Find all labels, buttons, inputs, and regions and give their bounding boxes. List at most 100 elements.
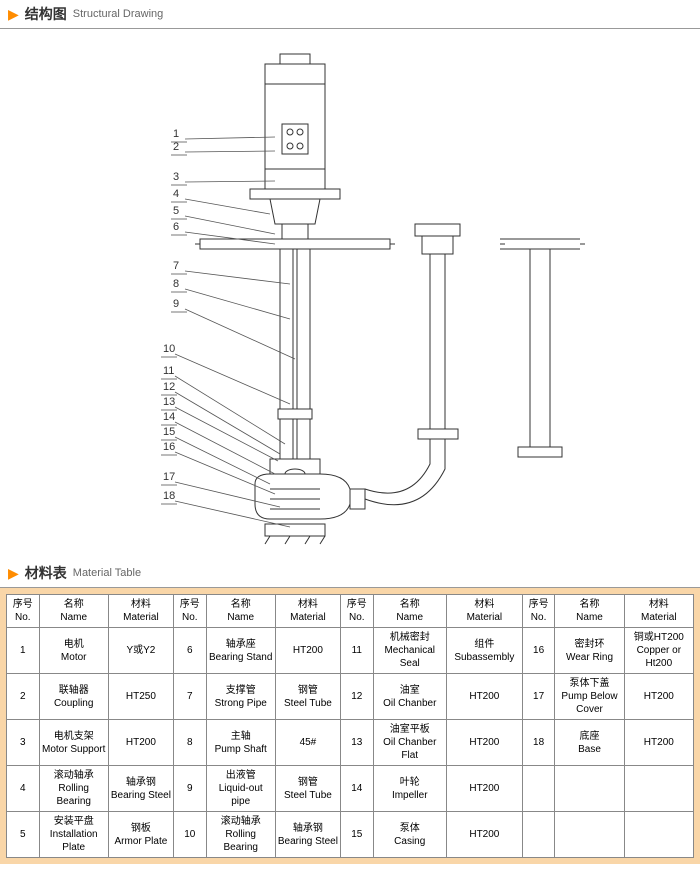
section1-title-en: Structural Drawing xyxy=(73,8,163,20)
table-cell: 4 xyxy=(7,766,40,812)
callout-9: 9 xyxy=(173,298,179,310)
table-header-cell: 名称Name xyxy=(206,595,275,628)
table-cell xyxy=(522,812,555,858)
table-header-cell: 材料Material xyxy=(624,595,693,628)
table-header-cell: 材料Material xyxy=(275,595,340,628)
table-cell: 组件Subassembly xyxy=(446,628,522,674)
table-header-cell: 名称Name xyxy=(555,595,624,628)
table-header-cell: 序号No. xyxy=(341,595,374,628)
table-cell: 8 xyxy=(174,720,207,766)
table-cell: 联轴器Coupling xyxy=(39,674,108,720)
table-cell: 钢板Armor Plate xyxy=(108,812,173,858)
table-cell: 2 xyxy=(7,674,40,720)
table-header-cell: 材料Material xyxy=(446,595,522,628)
callout-15: 15 xyxy=(163,426,175,438)
table-cell: 7 xyxy=(174,674,207,720)
callout-10: 10 xyxy=(163,343,175,355)
table-body: 1电机MotorY或Y26轴承座Bearing StandHT20011机械密封… xyxy=(7,628,694,858)
table-header-cell: 名称Name xyxy=(39,595,108,628)
table-cell xyxy=(522,766,555,812)
table-header-cell: 序号No. xyxy=(174,595,207,628)
table-cell: HT200 xyxy=(275,628,340,674)
material-table-wrap: 序号No.名称Name材料Material序号No.名称Name材料Materi… xyxy=(0,588,700,864)
structural-drawing: 123456789101112131415161718 xyxy=(0,29,700,559)
table-cell: 滚动轴承Rolling Bearing xyxy=(39,766,108,812)
callout-4: 4 xyxy=(173,188,179,200)
callout-17: 17 xyxy=(163,471,175,483)
callout-13: 13 xyxy=(163,396,175,408)
table-header-cell: 序号No. xyxy=(7,595,40,628)
table-cell: 支撑管Strong Pipe xyxy=(206,674,275,720)
table-cell: 1 xyxy=(7,628,40,674)
callout-12: 12 xyxy=(163,381,175,393)
callout-16: 16 xyxy=(163,441,175,453)
structural-drawing-header: ▶ 结构图 Structural Drawing xyxy=(0,0,700,29)
table-cell: 出液管Liquid-out pipe xyxy=(206,766,275,812)
table-cell: Y或Y2 xyxy=(108,628,173,674)
table-header-cell: 序号No. xyxy=(522,595,555,628)
table-cell xyxy=(555,812,624,858)
callout-7: 7 xyxy=(173,260,179,272)
callout-1: 1 xyxy=(173,128,179,140)
table-cell: 轴承钢Bearing Steel xyxy=(275,812,340,858)
table-header-cell: 名称Name xyxy=(373,595,446,628)
table-cell: 钢管Steel Tube xyxy=(275,674,340,720)
table-cell: 钢管Steel Tube xyxy=(275,766,340,812)
pump-diagram-svg xyxy=(0,29,700,559)
table-cell: 14 xyxy=(341,766,374,812)
table-cell xyxy=(624,812,693,858)
callout-6: 6 xyxy=(173,221,179,233)
callout-18: 18 xyxy=(163,490,175,502)
table-cell: HT200 xyxy=(446,674,522,720)
table-row: 1电机MotorY或Y26轴承座Bearing StandHT20011机械密封… xyxy=(7,628,694,674)
table-cell: 18 xyxy=(522,720,555,766)
table-cell: 机械密封Mechanical Seal xyxy=(373,628,446,674)
table-row: 5安装平盘Installation Plate钢板Armor Plate10滚动… xyxy=(7,812,694,858)
table-cell: HT250 xyxy=(108,674,173,720)
table-header-cell: 材料Material xyxy=(108,595,173,628)
section1-title-cn: 结构图 xyxy=(25,4,67,24)
table-cell: HT200 xyxy=(446,766,522,812)
table-cell: 电机Motor xyxy=(39,628,108,674)
table-cell: HT200 xyxy=(624,720,693,766)
table-cell: 17 xyxy=(522,674,555,720)
table-cell: 11 xyxy=(341,628,374,674)
table-cell: 电机支架Motor Support xyxy=(39,720,108,766)
table-cell: 6 xyxy=(174,628,207,674)
table-cell: HT200 xyxy=(108,720,173,766)
table-cell: 15 xyxy=(341,812,374,858)
arrow-icon: ▶ xyxy=(8,6,19,23)
table-cell: 9 xyxy=(174,766,207,812)
arrow-icon: ▶ xyxy=(8,565,19,582)
callout-5: 5 xyxy=(173,205,179,217)
table-cell: 底座Base xyxy=(555,720,624,766)
table-cell: 油室平板Oil Chanber Flat xyxy=(373,720,446,766)
callout-14: 14 xyxy=(163,411,175,423)
table-cell: 轴承座Bearing Stand xyxy=(206,628,275,674)
table-cell: 泵体Casing xyxy=(373,812,446,858)
table-cell: 叶轮Impeller xyxy=(373,766,446,812)
table-cell: 轴承钢Bearing Steel xyxy=(108,766,173,812)
table-cell: 滚动轴承Rolling Bearing xyxy=(206,812,275,858)
table-cell: 泵体下盖Pump Below Cover xyxy=(555,674,624,720)
table-cell: 铜或HT200Copper or Ht200 xyxy=(624,628,693,674)
table-cell: 12 xyxy=(341,674,374,720)
table-cell: 45# xyxy=(275,720,340,766)
table-cell: HT200 xyxy=(624,674,693,720)
table-cell: 13 xyxy=(341,720,374,766)
callout-11: 11 xyxy=(163,365,174,377)
table-row: 2联轴器CouplingHT2507支撑管Strong Pipe钢管Steel … xyxy=(7,674,694,720)
table-cell: HT200 xyxy=(446,720,522,766)
material-table: 序号No.名称Name材料Material序号No.名称Name材料Materi… xyxy=(6,594,694,858)
table-cell: HT200 xyxy=(446,812,522,858)
table-cell: 10 xyxy=(174,812,207,858)
callout-3: 3 xyxy=(173,171,179,183)
section2-title-cn: 材料表 xyxy=(25,563,67,583)
callout-2: 2 xyxy=(173,141,179,153)
table-cell: 密封环Wear Ring xyxy=(555,628,624,674)
table-row: 3电机支架Motor SupportHT2008主轴Pump Shaft45#1… xyxy=(7,720,694,766)
section2-title-en: Material Table xyxy=(73,567,141,579)
table-cell: 安装平盘Installation Plate xyxy=(39,812,108,858)
table-cell: 油室Oil Chanber xyxy=(373,674,446,720)
table-cell: 5 xyxy=(7,812,40,858)
